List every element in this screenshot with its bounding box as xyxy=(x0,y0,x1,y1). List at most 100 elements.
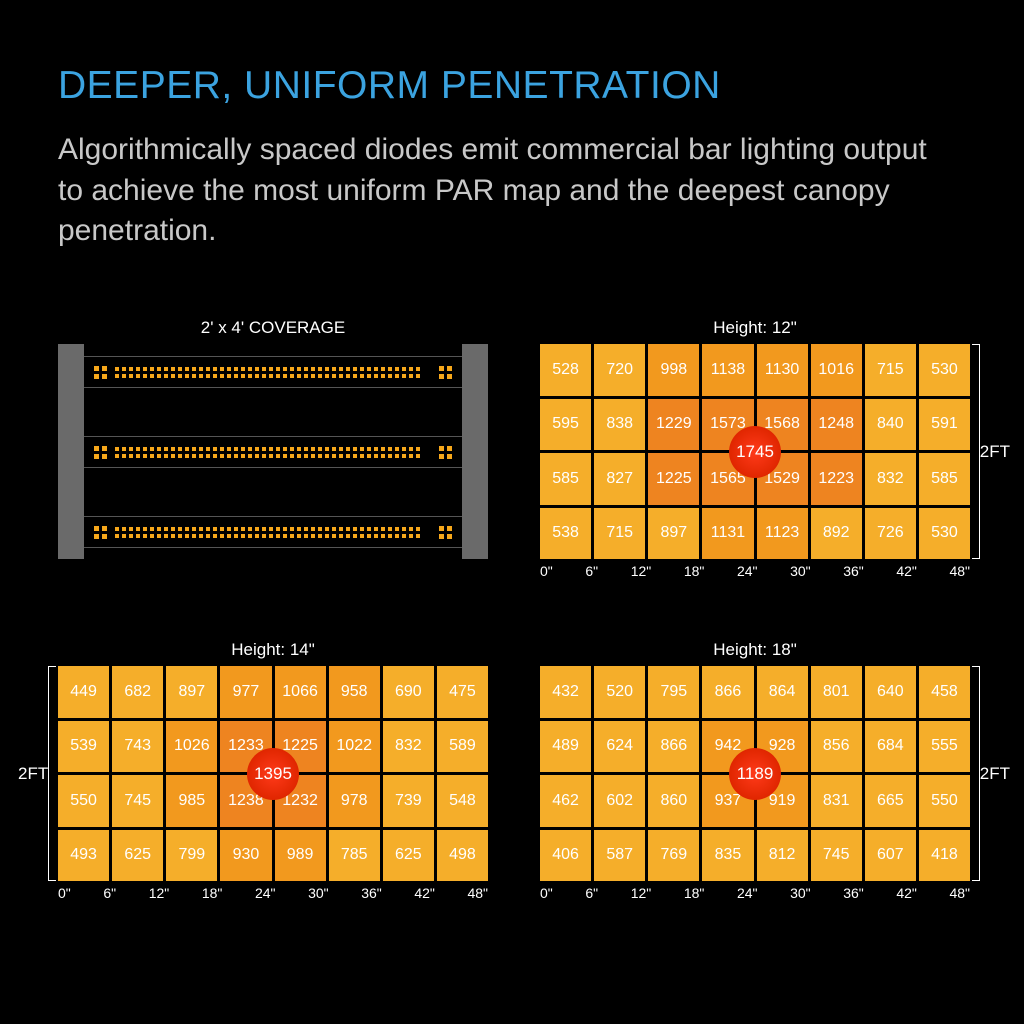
heatmap-cell: 860 xyxy=(648,775,699,827)
heatmap-cell: 838 xyxy=(594,399,645,451)
x-tick: 36" xyxy=(361,885,382,901)
y-label: 2FT xyxy=(980,442,1010,462)
heatmap-cell: 462 xyxy=(540,775,591,827)
rail-left xyxy=(58,344,84,559)
heatmap-cell: 602 xyxy=(594,775,645,827)
heatmap-cell: 1123 xyxy=(757,508,808,560)
heatmap-cell: 831 xyxy=(811,775,862,827)
heatmap-cell: 1131 xyxy=(702,508,753,560)
heatmap-cell: 538 xyxy=(540,508,591,560)
heatmap-cell: 856 xyxy=(811,721,862,773)
x-tick: 12" xyxy=(631,563,652,579)
heatmap-cell: 866 xyxy=(648,721,699,773)
heatmap-wrap: 4325207958668648016404584896248669429288… xyxy=(540,666,970,881)
x-tick: 6" xyxy=(585,563,598,579)
heatmap-cell: 520 xyxy=(594,666,645,718)
x-tick: 42" xyxy=(414,885,435,901)
heatmap-cell: 958 xyxy=(329,666,380,718)
heatmap-cell: 585 xyxy=(540,453,591,505)
heatmap-cell: 682 xyxy=(112,666,163,718)
heatmap-12: Height: 12" 5287209981138113010167155305… xyxy=(540,318,970,579)
heatmap-title: Height: 18" xyxy=(540,640,970,660)
heatmap-cell: 432 xyxy=(540,666,591,718)
heatmap-cell: 530 xyxy=(919,344,970,396)
heatmap-cell: 449 xyxy=(58,666,109,718)
heatmap-cell: 475 xyxy=(437,666,488,718)
heatmap-wrap: 4496828979771066958690475539743102612331… xyxy=(58,666,488,881)
x-tick: 36" xyxy=(843,563,864,579)
heatmap-cell: 550 xyxy=(58,775,109,827)
heatmap-cell: 539 xyxy=(58,721,109,773)
heatmap-cell: 827 xyxy=(594,453,645,505)
heatmap-cell: 998 xyxy=(648,344,699,396)
x-tick: 30" xyxy=(790,885,811,901)
x-tick: 6" xyxy=(585,885,598,901)
heatmap-cell: 624 xyxy=(594,721,645,773)
x-tick: 48" xyxy=(949,563,970,579)
heatmap-cell: 684 xyxy=(865,721,916,773)
x-axis-labels: 0"6"12"18"24"30"36"42"48" xyxy=(540,563,970,579)
peak-badge: 1189 xyxy=(729,748,781,800)
x-tick: 36" xyxy=(843,885,864,901)
heatmap-cell: 690 xyxy=(383,666,434,718)
x-tick: 12" xyxy=(149,885,170,901)
heatmap-cell: 1225 xyxy=(648,453,699,505)
x-tick: 48" xyxy=(467,885,488,901)
heatmap-wrap: 5287209981138113010167155305958381229157… xyxy=(540,344,970,559)
heatmap-cell: 1248 xyxy=(811,399,862,451)
heatmap-cell: 745 xyxy=(112,775,163,827)
led-bar xyxy=(84,436,462,468)
x-tick: 48" xyxy=(949,885,970,901)
heatmap-cell: 607 xyxy=(865,830,916,882)
heatmap-cell: 625 xyxy=(383,830,434,882)
heatmap-cell: 640 xyxy=(865,666,916,718)
heatmap-cell: 625 xyxy=(112,830,163,882)
heatmap-cell: 832 xyxy=(383,721,434,773)
heatmap-cell: 665 xyxy=(865,775,916,827)
heatmap-cell: 897 xyxy=(166,666,217,718)
heatmap-cell: 595 xyxy=(540,399,591,451)
heatmap-cell: 715 xyxy=(594,508,645,560)
heatmap-cell: 1022 xyxy=(329,721,380,773)
x-axis-labels: 0"6"12"18"24"30"36"42"48" xyxy=(540,885,970,901)
x-tick: 18" xyxy=(202,885,223,901)
heatmap-cell: 418 xyxy=(919,830,970,882)
heatmap-cell: 528 xyxy=(540,344,591,396)
x-tick: 24" xyxy=(255,885,276,901)
heatmap-cell: 743 xyxy=(112,721,163,773)
heatmap-cell: 985 xyxy=(166,775,217,827)
heatmap-14: Height: 14" 4496828979771066958690475539… xyxy=(58,640,488,901)
page-subtitle: Algorithmically spaced diodes emit comme… xyxy=(58,130,938,252)
heatmap-cell: 1066 xyxy=(275,666,326,718)
coverage-title: 2' x 4' COVERAGE xyxy=(58,318,488,338)
heatmap-cell: 897 xyxy=(648,508,699,560)
rail-right xyxy=(462,344,488,559)
heatmap-cell: 832 xyxy=(865,453,916,505)
heatmap-cell: 585 xyxy=(919,453,970,505)
heatmap-cell: 799 xyxy=(166,830,217,882)
page-title: DEEPER, UNIFORM PENETRATION xyxy=(58,64,721,108)
coverage-diagram xyxy=(58,344,488,559)
heatmap-cell: 977 xyxy=(220,666,271,718)
x-tick: 42" xyxy=(896,885,917,901)
heatmap-cell: 812 xyxy=(757,830,808,882)
x-tick: 0" xyxy=(58,885,71,901)
x-axis-labels: 0"6"12"18"24"30"36"42"48" xyxy=(58,885,488,901)
heatmap-cell: 978 xyxy=(329,775,380,827)
x-tick: 24" xyxy=(737,563,758,579)
x-tick: 24" xyxy=(737,885,758,901)
heatmap-cell: 864 xyxy=(757,666,808,718)
heatmap-title: Height: 12" xyxy=(540,318,970,338)
heatmap-cell: 726 xyxy=(865,508,916,560)
y-label: 2FT xyxy=(980,764,1010,784)
heatmap-cell: 745 xyxy=(811,830,862,882)
heatmap-cell: 720 xyxy=(594,344,645,396)
heatmap-cell: 493 xyxy=(58,830,109,882)
heatmap-cell: 989 xyxy=(275,830,326,882)
led-bar xyxy=(84,516,462,548)
heatmap-cell: 715 xyxy=(865,344,916,396)
x-tick: 30" xyxy=(790,563,811,579)
heatmap-cell: 1229 xyxy=(648,399,699,451)
coverage-panel: 2' x 4' COVERAGE xyxy=(58,318,488,559)
heatmap-cell: 785 xyxy=(329,830,380,882)
